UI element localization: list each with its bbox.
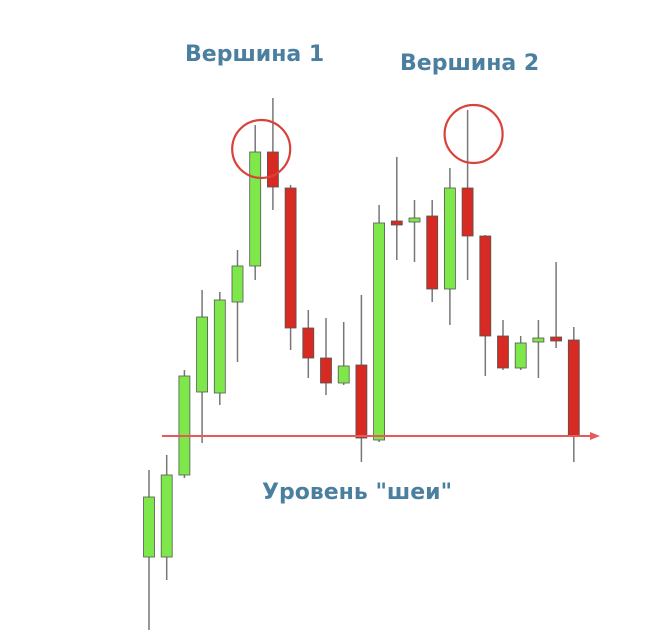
candle-20 bbox=[479, 235, 492, 376]
candle-10-body bbox=[302, 327, 315, 359]
candle-8 bbox=[266, 98, 279, 210]
candle-12-body bbox=[337, 365, 350, 384]
candle-24-body bbox=[550, 336, 562, 342]
candle-7 bbox=[249, 125, 262, 280]
candle-23-body bbox=[532, 337, 545, 343]
candle-11-body bbox=[320, 357, 332, 384]
candle-25 bbox=[567, 327, 580, 462]
candle-15 bbox=[390, 157, 403, 260]
candle-6 bbox=[231, 250, 244, 362]
peak-1-circle bbox=[231, 118, 292, 180]
candle-15-body bbox=[390, 220, 403, 226]
neckline-arrowhead bbox=[590, 432, 600, 440]
candle-20-body bbox=[479, 235, 492, 337]
candle-11 bbox=[320, 318, 332, 395]
candle-25-body bbox=[567, 339, 580, 437]
candle-19 bbox=[461, 110, 474, 280]
candle-12 bbox=[337, 322, 350, 385]
peak-1-label: Вершина 1 bbox=[185, 42, 324, 67]
candles-group bbox=[143, 98, 580, 630]
candle-16-body bbox=[408, 217, 421, 223]
candle-10 bbox=[302, 310, 315, 378]
candle-6-body bbox=[231, 265, 244, 303]
candle-5 bbox=[213, 292, 226, 405]
candle-17 bbox=[426, 200, 439, 302]
peak-2-circle bbox=[443, 103, 504, 165]
candle-18 bbox=[443, 168, 456, 325]
candle-3 bbox=[178, 370, 191, 478]
candle-14 bbox=[373, 205, 386, 442]
candle-4 bbox=[196, 290, 209, 443]
peak-2-label: Вершина 2 bbox=[400, 51, 539, 76]
candle-8-body bbox=[266, 151, 279, 188]
candle-18-body bbox=[443, 187, 456, 290]
candle-22-body bbox=[514, 342, 527, 369]
candle-13-body bbox=[355, 364, 368, 439]
candle-1 bbox=[143, 470, 155, 630]
candle-1-body bbox=[143, 496, 155, 558]
candle-21-body bbox=[497, 335, 509, 369]
candle-21 bbox=[497, 320, 509, 370]
candle-9 bbox=[284, 185, 297, 350]
candle-3-body bbox=[178, 375, 191, 476]
candle-23 bbox=[532, 320, 545, 378]
candle-9-body bbox=[284, 187, 297, 329]
neckline-label: Уровень "шеи" bbox=[262, 480, 452, 505]
candle-13 bbox=[355, 295, 368, 462]
candle-4-body bbox=[196, 316, 209, 393]
candle-16 bbox=[408, 200, 421, 262]
candle-24 bbox=[550, 262, 562, 348]
candle-22 bbox=[514, 336, 527, 370]
candle-7-body bbox=[249, 151, 262, 267]
candle-17-body bbox=[426, 215, 439, 290]
candle-2 bbox=[160, 455, 173, 580]
candle-2-body bbox=[160, 474, 173, 558]
candle-19-body bbox=[461, 187, 474, 237]
candle-14-body bbox=[373, 222, 386, 441]
candle-5-body bbox=[213, 299, 226, 394]
